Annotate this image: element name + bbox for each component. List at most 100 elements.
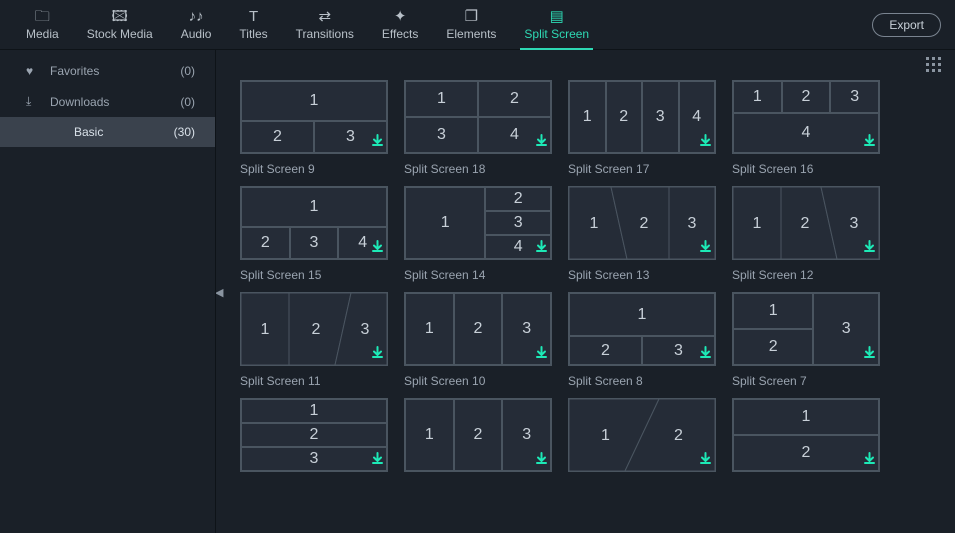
tab-effects[interactable]: ✦Effects bbox=[370, 0, 430, 50]
stock-media-icon: 🖾 bbox=[112, 9, 128, 24]
elements-icon: ❐ bbox=[465, 9, 478, 24]
layout-cell: 2 bbox=[606, 81, 643, 153]
download-icon[interactable] bbox=[535, 240, 548, 256]
layout-cell: 3 bbox=[642, 81, 679, 153]
layout-cell: 2 bbox=[733, 329, 813, 365]
tab-stock-media[interactable]: 🖾Stock Media bbox=[75, 0, 165, 50]
tab-label: Elements bbox=[446, 27, 496, 41]
template-thumbnail: 1234 bbox=[732, 80, 880, 154]
template-card[interactable]: 12 bbox=[568, 398, 716, 480]
template-caption: Split Screen 16 bbox=[732, 162, 880, 176]
download-icon[interactable] bbox=[699, 134, 712, 150]
svg-text:3: 3 bbox=[688, 215, 697, 232]
tab-titles[interactable]: TTitles bbox=[227, 0, 279, 50]
tab-transitions[interactable]: ⇄Transitions bbox=[284, 0, 366, 50]
tab-split-screen[interactable]: ▤Split Screen bbox=[512, 0, 601, 50]
template-card[interactable]: 12 bbox=[732, 398, 880, 480]
download-icon[interactable] bbox=[863, 240, 876, 256]
template-card[interactable]: 1234Split Screen 15 bbox=[240, 186, 388, 282]
layout-cell: 1 bbox=[405, 81, 478, 117]
svg-text:3: 3 bbox=[850, 215, 859, 232]
template-thumbnail: 1234 bbox=[568, 80, 716, 154]
layout-cell: 1 bbox=[405, 293, 454, 365]
layout-cell: 2 bbox=[478, 81, 551, 117]
sidebar-item-downloads[interactable]: ⤓Downloads(0) bbox=[0, 86, 215, 117]
template-card[interactable]: 123Split Screen 13 bbox=[568, 186, 716, 282]
layout-cell: 2 bbox=[733, 435, 879, 471]
template-card[interactable]: 1234 Split Screen 16 bbox=[732, 80, 880, 176]
layout-cell: 1 bbox=[733, 293, 813, 329]
layout-cell: 3 bbox=[405, 117, 478, 153]
download-icon[interactable] bbox=[863, 346, 876, 362]
svg-text:2: 2 bbox=[674, 427, 683, 444]
grid-view-toggle[interactable] bbox=[926, 57, 941, 72]
collapse-handle[interactable]: ◀ bbox=[216, 280, 225, 304]
layout-cell: 3 bbox=[830, 81, 879, 113]
template-thumbnail: 1 2 3 bbox=[568, 186, 716, 260]
template-thumbnail: 123 bbox=[404, 398, 552, 472]
template-card[interactable]: 1234 Split Screen 17 bbox=[568, 80, 716, 176]
template-thumbnail: 123 bbox=[240, 80, 388, 154]
layout-cell: 2 bbox=[454, 293, 503, 365]
svg-text:2: 2 bbox=[640, 215, 649, 232]
template-card[interactable]: 123Split Screen 8 bbox=[568, 292, 716, 388]
template-thumbnail: 12 bbox=[568, 398, 716, 472]
split-screen-icon: ▤ bbox=[550, 9, 564, 24]
tab-label: Media bbox=[26, 27, 59, 41]
download-icon[interactable] bbox=[371, 240, 384, 256]
layout-cell: 3 bbox=[241, 447, 387, 471]
template-card[interactable]: 123Split Screen 9 bbox=[240, 80, 388, 176]
template-thumbnail: 1234 bbox=[240, 186, 388, 260]
svg-text:2: 2 bbox=[801, 215, 810, 232]
svg-text:1: 1 bbox=[590, 215, 599, 232]
template-caption: Split Screen 18 bbox=[404, 162, 552, 176]
download-icon[interactable] bbox=[699, 240, 712, 256]
download-icon[interactable] bbox=[699, 346, 712, 362]
sidebar-item-favorites[interactable]: ♥Favorites(0) bbox=[0, 56, 215, 86]
download-icon[interactable] bbox=[371, 134, 384, 150]
template-thumbnail: 12 bbox=[732, 398, 880, 472]
svg-text:2: 2 bbox=[312, 321, 321, 338]
sidebar-label: Favorites bbox=[50, 64, 170, 78]
layout-cell: 1 bbox=[733, 81, 782, 113]
template-caption: Split Screen 10 bbox=[404, 374, 552, 388]
template-caption: Split Screen 17 bbox=[568, 162, 716, 176]
layout-cell: 3 bbox=[290, 227, 339, 259]
layout-cell: 1 bbox=[405, 187, 485, 259]
sidebar-count: (0) bbox=[180, 64, 195, 78]
template-thumbnail: 1234 bbox=[404, 80, 552, 154]
layout-cell: 2 bbox=[454, 399, 503, 471]
download-icon[interactable] bbox=[371, 346, 384, 362]
download-icon[interactable] bbox=[863, 452, 876, 468]
template-card[interactable]: 1234 Split Screen 18 bbox=[404, 80, 552, 176]
template-card[interactable]: 123Split Screen 10 bbox=[404, 292, 552, 388]
layout-cell: 1 bbox=[569, 81, 606, 153]
template-card[interactable]: 123Split Screen 7 bbox=[732, 292, 880, 388]
tab-media[interactable]: 🗀 Media bbox=[14, 0, 71, 50]
layout-cell: 3 bbox=[485, 211, 551, 235]
media-icon: 🗀 bbox=[35, 9, 50, 24]
download-icon[interactable] bbox=[535, 346, 548, 362]
top-toolbar: 🗀 Media 🖾Stock Media♪♪AudioTTitles⇄Transit… bbox=[0, 0, 955, 50]
sidebar-label: Basic bbox=[74, 125, 164, 139]
downloads-icon: ⤓ bbox=[26, 94, 40, 109]
tab-elements[interactable]: ❐ Elements bbox=[434, 0, 508, 50]
download-icon[interactable] bbox=[699, 452, 712, 468]
template-card[interactable]: 1234Split Screen 14 bbox=[404, 186, 552, 282]
layout-cell: 2 bbox=[569, 336, 642, 365]
layout-cell: 2 bbox=[241, 227, 290, 259]
template-card[interactable]: 123 bbox=[240, 398, 388, 480]
export-button[interactable]: Export bbox=[872, 13, 941, 37]
sidebar: ♥Favorites(0)⤓Downloads(0)Basic(30) bbox=[0, 50, 216, 533]
template-card[interactable]: 123Split Screen 11 bbox=[240, 292, 388, 388]
tab-audio[interactable]: ♪♪Audio bbox=[169, 0, 224, 50]
template-card[interactable]: 123Split Screen 12 bbox=[732, 186, 880, 282]
download-icon[interactable] bbox=[535, 134, 548, 150]
template-caption: Split Screen 14 bbox=[404, 268, 552, 282]
sidebar-item-basic[interactable]: Basic(30) bbox=[0, 117, 215, 147]
download-icon[interactable] bbox=[863, 134, 876, 150]
download-icon[interactable] bbox=[535, 452, 548, 468]
template-card[interactable]: 123 bbox=[404, 398, 552, 480]
download-icon[interactable] bbox=[371, 452, 384, 468]
template-thumbnail: 123 bbox=[240, 292, 388, 366]
